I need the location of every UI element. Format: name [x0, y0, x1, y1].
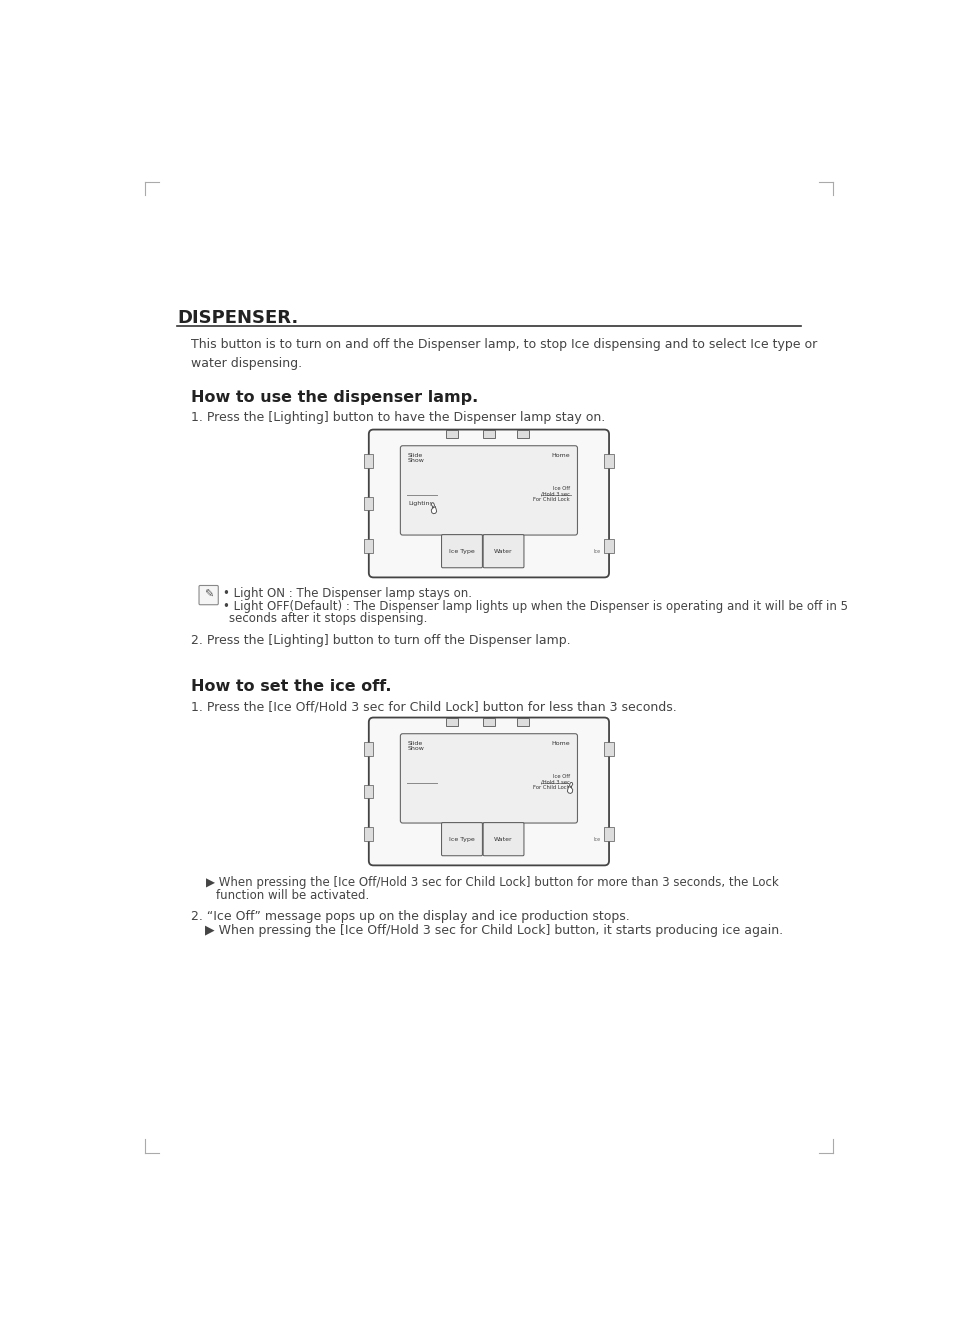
Text: 2. Press the [Lighting] button to turn off the Dispenser lamp.: 2. Press the [Lighting] button to turn o…: [191, 634, 570, 647]
Bar: [364, 497, 373, 510]
Text: Water: Water: [494, 548, 513, 553]
Text: ✎: ✎: [204, 590, 213, 600]
Bar: [604, 539, 613, 552]
Bar: [445, 431, 457, 439]
Bar: [604, 454, 613, 468]
FancyBboxPatch shape: [400, 445, 577, 535]
Text: This button is to turn on and off the Dispenser lamp, to stop Ice dispensing and: This button is to turn on and off the Di…: [191, 338, 817, 370]
Bar: [364, 785, 373, 798]
Polygon shape: [567, 786, 572, 794]
Text: Home: Home: [551, 453, 569, 457]
FancyBboxPatch shape: [400, 733, 577, 823]
Bar: [482, 431, 495, 439]
Text: Slide
Show: Slide Show: [408, 453, 424, 464]
Text: Ice Type: Ice Type: [449, 548, 475, 553]
FancyBboxPatch shape: [199, 585, 218, 605]
Polygon shape: [431, 507, 436, 514]
Text: • Light OFF(Default) : The Dispenser lamp lights up when the Dispenser is operat: • Light OFF(Default) : The Dispenser lam…: [223, 600, 847, 613]
Text: ▶ When pressing the [Ice Off/Hold 3 sec for Child Lock] button for more than 3 s: ▶ When pressing the [Ice Off/Hold 3 sec …: [206, 876, 779, 889]
Bar: [604, 827, 613, 840]
Text: 1. Press the [Lighting] button to have the Dispenser lamp stay on.: 1. Press the [Lighting] button to have t…: [191, 411, 604, 424]
Text: Ice: Ice: [593, 548, 600, 553]
Text: Ice Off
/Hold 3 sec
For Child Lock: Ice Off /Hold 3 sec For Child Lock: [533, 774, 569, 790]
Bar: [517, 719, 528, 727]
Text: Ice Off
/Hold 3 sec
For Child Lock: Ice Off /Hold 3 sec For Child Lock: [533, 486, 569, 502]
Bar: [364, 827, 373, 840]
Text: Slide
Show: Slide Show: [408, 741, 424, 752]
Bar: [517, 431, 528, 439]
Polygon shape: [431, 502, 434, 507]
Text: Water: Water: [494, 836, 513, 841]
FancyBboxPatch shape: [482, 823, 523, 856]
Text: Ice Type: Ice Type: [449, 836, 475, 841]
Bar: [445, 719, 457, 727]
FancyBboxPatch shape: [482, 535, 523, 568]
Text: How to set the ice off.: How to set the ice off.: [191, 679, 391, 694]
Text: function will be activated.: function will be activated.: [215, 889, 369, 902]
Bar: [604, 742, 613, 756]
Bar: [364, 742, 373, 756]
FancyBboxPatch shape: [369, 717, 608, 865]
Text: DISPENSER.: DISPENSER.: [177, 309, 298, 326]
Text: ▶ When pressing the [Ice Off/Hold 3 sec for Child Lock] button, it starts produc: ▶ When pressing the [Ice Off/Hold 3 sec …: [205, 923, 782, 937]
Bar: [482, 719, 495, 727]
Text: 2. “Ice Off” message pops up on the display and ice production stops.: 2. “Ice Off” message pops up on the disp…: [191, 910, 629, 923]
FancyBboxPatch shape: [441, 535, 482, 568]
Text: How to use the dispenser lamp.: How to use the dispenser lamp.: [191, 390, 477, 404]
Text: 1. Press the [Ice Off/Hold 3 sec for Child Lock] button for less than 3 seconds.: 1. Press the [Ice Off/Hold 3 sec for Chi…: [191, 700, 676, 713]
Text: Ice: Ice: [593, 836, 600, 841]
Text: Lighting: Lighting: [408, 501, 433, 506]
Text: • Light ON : The Dispenser lamp stays on.: • Light ON : The Dispenser lamp stays on…: [223, 588, 472, 601]
FancyBboxPatch shape: [369, 429, 608, 577]
Text: Home: Home: [551, 741, 569, 745]
Text: seconds after it stops dispensing.: seconds after it stops dispensing.: [229, 612, 427, 625]
Polygon shape: [569, 782, 572, 787]
FancyBboxPatch shape: [441, 823, 482, 856]
Bar: [364, 454, 373, 468]
Bar: [364, 539, 373, 552]
